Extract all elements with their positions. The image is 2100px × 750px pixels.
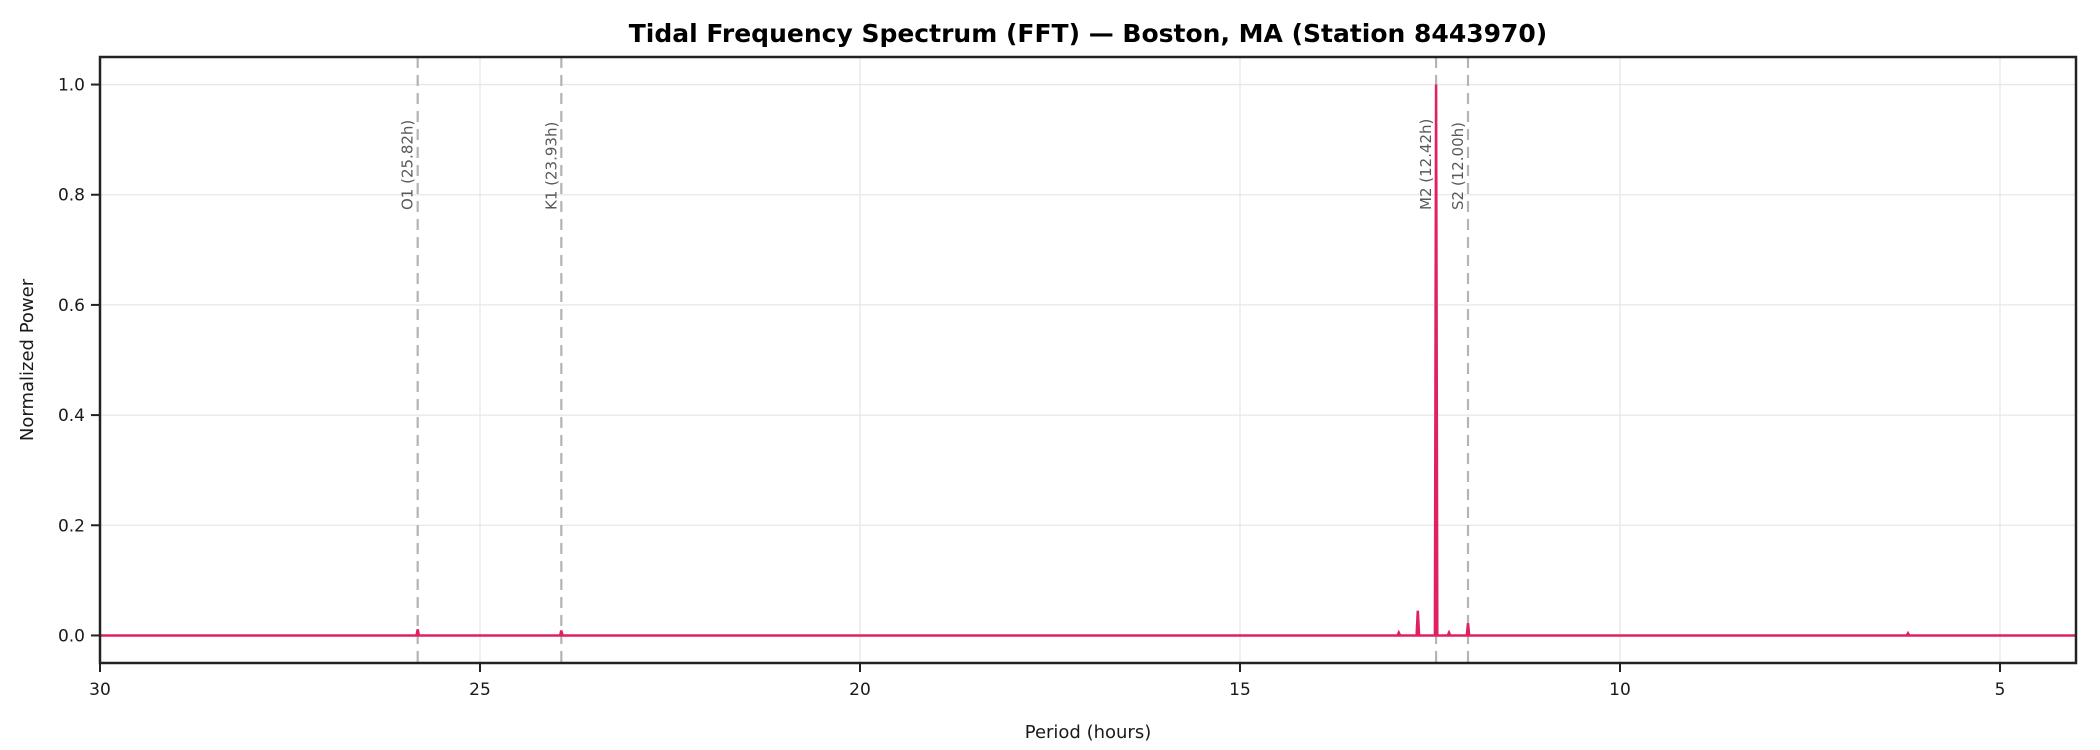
spectrum-series bbox=[100, 84, 2076, 637]
chart-title: Tidal Frequency Spectrum (FFT) — Boston,… bbox=[629, 19, 1547, 48]
y-axis-label: Normalized Power bbox=[17, 278, 38, 441]
y-tick-label: 0.4 bbox=[58, 406, 85, 426]
y-tick-label: 0.2 bbox=[58, 516, 85, 536]
x-tick-label: 10 bbox=[1609, 680, 1631, 700]
x-axis-label: Period (hours) bbox=[1025, 722, 1152, 743]
axis-ticks: 30 25 20 15 10 5 0.0 0.2 0.4 0.6 0.8 1.0 bbox=[58, 76, 2005, 700]
constituent-marker-label: M2 (12.42h) bbox=[1417, 119, 1435, 210]
constituent-marker-label: S2 (12.00h) bbox=[1449, 122, 1467, 210]
y-tick-label: 1.0 bbox=[58, 76, 85, 96]
y-tick-label: 0.0 bbox=[58, 626, 85, 646]
x-tick-label: 5 bbox=[1995, 680, 2006, 700]
gridlines bbox=[99, 57, 2076, 663]
y-tick-label: 0.6 bbox=[58, 296, 85, 316]
plot-border bbox=[98, 55, 2078, 665]
x-tick-label: 30 bbox=[89, 680, 111, 700]
constituent-marker-label: K1 (23.93h) bbox=[542, 122, 560, 210]
spectrum-line bbox=[100, 84, 2076, 637]
x-tick-label: 15 bbox=[1229, 680, 1251, 700]
y-tick-label: 0.8 bbox=[58, 186, 85, 206]
constituent-markers: O1 (25.82h) K1 (23.93h) M2 (12.42h) S2 (12.… bbox=[399, 57, 1470, 663]
x-tick-label: 20 bbox=[849, 680, 871, 700]
constituent-marker-label: O1 (25.82h) bbox=[399, 120, 417, 210]
x-tick-label: 25 bbox=[469, 680, 491, 700]
